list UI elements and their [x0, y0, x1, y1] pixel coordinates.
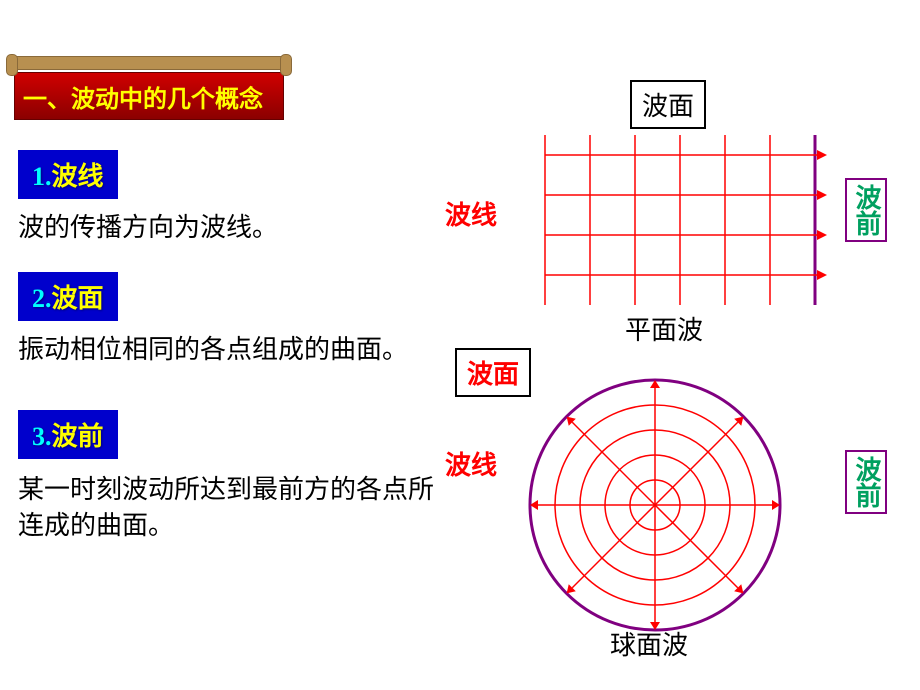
section-1-txt: 波线 [52, 162, 104, 191]
section-2-label: 2.波面 [18, 272, 118, 321]
sphere-wave-caption: 球面波 [610, 625, 688, 662]
wave-front-sphere-label: 波前 [845, 450, 887, 514]
wave-line-sphere-label: 波线 [445, 445, 497, 482]
title-scroll-ornament [10, 56, 288, 70]
section-1-num: 1. [32, 162, 52, 191]
plane-wave-caption: 平面波 [625, 310, 703, 347]
section-3-txt: 波前 [52, 422, 104, 451]
page-title: 一、波动中的几个概念 [14, 72, 284, 120]
wave-surface-top-label: 波面 [630, 80, 706, 129]
sphere-wave-diagram [500, 375, 820, 645]
section-2-desc: 振动相位相同的各点组成的曲面。 [18, 332, 408, 368]
section-1-desc: 波的传播方向为波线。 [18, 210, 278, 246]
section-3-desc: 某一时刻波动所达到最前方的各点所连成的曲面。 [18, 472, 438, 545]
section-2-txt: 波面 [52, 284, 104, 313]
plane-wave-diagram [540, 130, 830, 310]
section-3-num: 3. [32, 422, 52, 451]
wave-line-plane-label: 波线 [445, 195, 497, 232]
section-3-label: 3.波前 [18, 410, 118, 459]
section-2-num: 2. [32, 284, 52, 313]
wave-front-plane-label: 波前 [845, 178, 887, 242]
wave-surface-sphere-label: 波面 [455, 348, 531, 397]
section-1-label: 1.波线 [18, 150, 118, 199]
